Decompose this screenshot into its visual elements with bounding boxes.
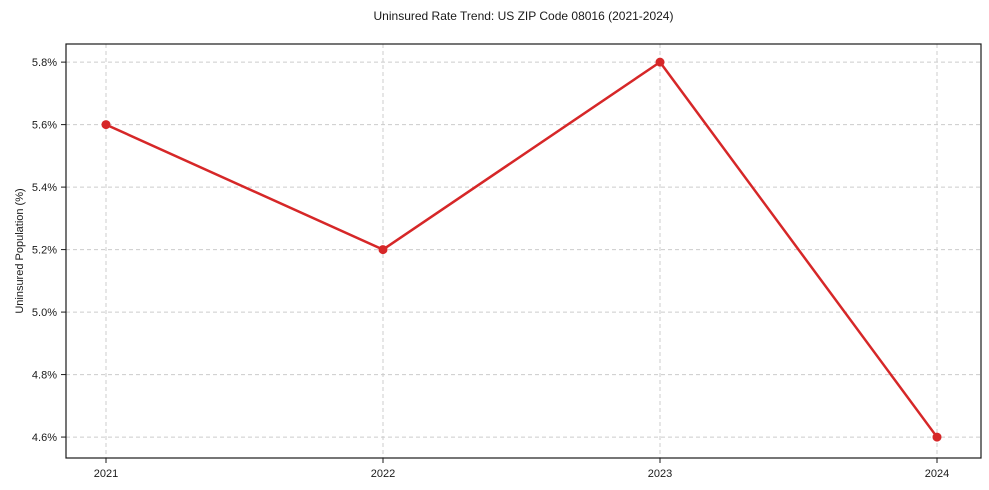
data-point-marker	[101, 120, 111, 130]
x-tick-label: 2023	[648, 468, 672, 480]
data-point-marker	[932, 432, 942, 442]
y-tick-label: 5.4%	[32, 182, 57, 194]
x-tick-label: 2024	[925, 468, 949, 480]
x-tick-label: 2022	[371, 468, 395, 480]
plot-frame	[65, 43, 982, 459]
data-point-marker	[378, 245, 388, 255]
y-tick-label: 5.6%	[32, 119, 57, 131]
y-tick-label: 5.2%	[32, 244, 57, 256]
chart-title: Uninsured Rate Trend: US ZIP Code 08016 …	[373, 9, 674, 23]
data-line	[104, 60, 939, 439]
x-tick-label: 2021	[94, 468, 118, 480]
y-tick-label: 4.6%	[32, 432, 57, 444]
data-point-marker	[655, 57, 665, 67]
y-tick-label: 5.8%	[32, 57, 57, 69]
y-tick-label: 4.8%	[32, 369, 57, 381]
y-tick-label: 5.0%	[32, 307, 57, 319]
